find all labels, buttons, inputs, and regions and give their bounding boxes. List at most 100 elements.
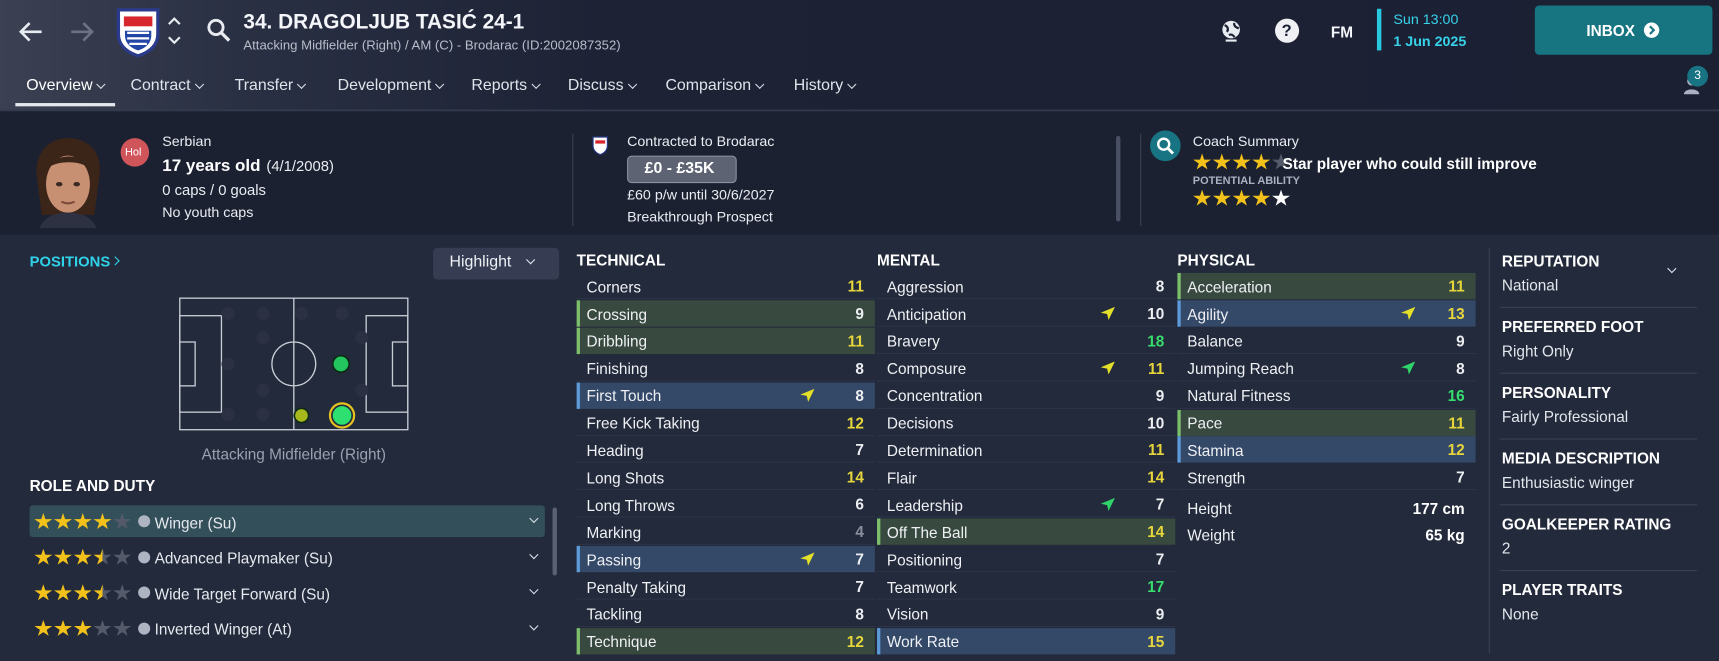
- role-name[interactable]: Wide Target Forward (Su): [154, 584, 331, 603]
- attribute-name: Bravery: [886, 332, 940, 351]
- back-button[interactable]: [18, 20, 44, 44]
- help-icon[interactable]: [1274, 18, 1300, 43]
- info-icon: [138, 550, 151, 563]
- physique-value: 177 cm: [1412, 499, 1465, 518]
- attribute-name: Positioning: [886, 550, 963, 569]
- attribute-name: Composure: [886, 359, 967, 378]
- star-rating: [34, 584, 133, 602]
- attribute-value: 14: [846, 468, 864, 486]
- game-date: 1 Jun 2025: [1393, 33, 1467, 50]
- attribute-name: Aggression: [886, 277, 964, 296]
- inbox-arrow: [1643, 22, 1660, 38]
- attribute-row: [1177, 409, 1476, 436]
- attribute-value: 8: [855, 604, 864, 623]
- role-name[interactable]: Winger (Su): [154, 513, 237, 532]
- tab[interactable]: Comparison: [665, 77, 752, 95]
- attribute-value: 10: [1147, 304, 1165, 323]
- tab[interactable]: Discuss: [567, 77, 624, 95]
- star: [54, 619, 72, 636]
- tab[interactable]: Transfer: [234, 77, 294, 95]
- attribute-row: [877, 355, 1176, 382]
- attribute-name: Natural Fitness: [1187, 387, 1291, 405]
- attribute-value: 9: [855, 304, 864, 323]
- star-rating: [34, 513, 133, 531]
- contract-crest: [592, 136, 608, 156]
- star: [34, 619, 53, 636]
- attribute-value: 8: [855, 359, 864, 377]
- attribute-row: [576, 437, 875, 464]
- positions-label[interactable]: POSITIONS: [29, 253, 111, 270]
- search-icon[interactable]: [206, 18, 232, 44]
- attribute-value: 9: [1456, 331, 1465, 350]
- attribute-row: [1177, 464, 1476, 491]
- info-icon: [138, 622, 151, 635]
- chevron: [1667, 263, 1677, 274]
- attribute-value: 12: [1447, 441, 1465, 459]
- attribute-value: 7: [855, 577, 864, 596]
- star: [113, 548, 132, 565]
- inbox-button[interactable]: [1534, 5, 1713, 55]
- star: [54, 548, 72, 565]
- attribute-value: 7: [855, 550, 864, 568]
- attribute-value: 9: [1155, 604, 1165, 623]
- star-rating: [1193, 153, 1292, 171]
- role-highlight[interactable]: [29, 505, 545, 538]
- star: [1212, 153, 1231, 170]
- star: [1193, 189, 1212, 206]
- attribute-row: [877, 627, 1176, 655]
- tab-underline: [15, 103, 116, 107]
- attribute-name: Free Kick Taking: [586, 414, 700, 433]
- attribute-row: [576, 300, 875, 327]
- role-name[interactable]: Inverted Winger (At): [154, 620, 292, 639]
- notification-badge: 3: [1687, 65, 1709, 87]
- info-label: PLAYER TRAITS: [1501, 580, 1623, 599]
- player-subtitle: Attacking Midfielder (Right) / AM (C) - …: [243, 37, 621, 53]
- attribute-value: 14: [1147, 468, 1165, 486]
- star: [93, 513, 112, 529]
- attribute-value: 12: [846, 632, 864, 650]
- attribute-value: 8: [1155, 277, 1165, 295]
- attribute-value: 4: [855, 522, 864, 541]
- star: [54, 584, 72, 601]
- position-caption: Attacking Midfielder (Right): [201, 445, 386, 463]
- info-label: PERSONALITY: [1501, 383, 1612, 401]
- star-rating: [34, 619, 133, 638]
- attribute-row: [877, 464, 1176, 491]
- tab[interactable]: Overview: [26, 77, 93, 95]
- tab[interactable]: History: [793, 77, 844, 95]
- attribute-name: Concentration: [886, 387, 983, 405]
- attribute-name: Penalty Taking: [586, 578, 687, 596]
- attribute-value: 11: [847, 277, 864, 295]
- role-name[interactable]: Advanced Playmaker (Su): [154, 549, 333, 567]
- club-crest[interactable]: [116, 7, 160, 58]
- attribute-row: [576, 355, 875, 382]
- globe-icon[interactable]: [1219, 19, 1243, 43]
- attribute-row: [576, 545, 875, 573]
- help-glyph: ?: [1281, 21, 1292, 41]
- info-value: None: [1501, 604, 1539, 623]
- attribute-name: Teamwork: [886, 578, 957, 596]
- star: [1212, 189, 1231, 206]
- star: [93, 584, 112, 601]
- tab[interactable]: Contract: [130, 77, 191, 95]
- attribute-name: Passing: [586, 550, 642, 569]
- attribute-value: 12: [846, 413, 864, 432]
- attribute-row: [576, 273, 875, 300]
- age: 17 years old: [162, 156, 261, 176]
- star: [93, 548, 112, 565]
- tab[interactable]: Reports: [471, 77, 528, 95]
- star: [113, 584, 132, 601]
- tab[interactable]: Development: [337, 77, 432, 95]
- attribute-value: 15: [1147, 632, 1165, 650]
- attribute-name: Balance: [1187, 332, 1243, 351]
- filter-label[interactable]: Highlight: [449, 253, 512, 272]
- scrollbar: [1116, 135, 1121, 222]
- attribute-row: [1177, 328, 1476, 354]
- filter-dropdown[interactable]: [433, 247, 560, 280]
- star: [34, 584, 53, 601]
- crest-switcher[interactable]: [167, 15, 182, 46]
- attribute-name: Stamina: [1187, 441, 1244, 460]
- forward-button[interactable]: [69, 20, 95, 44]
- value-pill: [627, 155, 737, 184]
- inbox-label[interactable]: INBOX: [1586, 21, 1635, 40]
